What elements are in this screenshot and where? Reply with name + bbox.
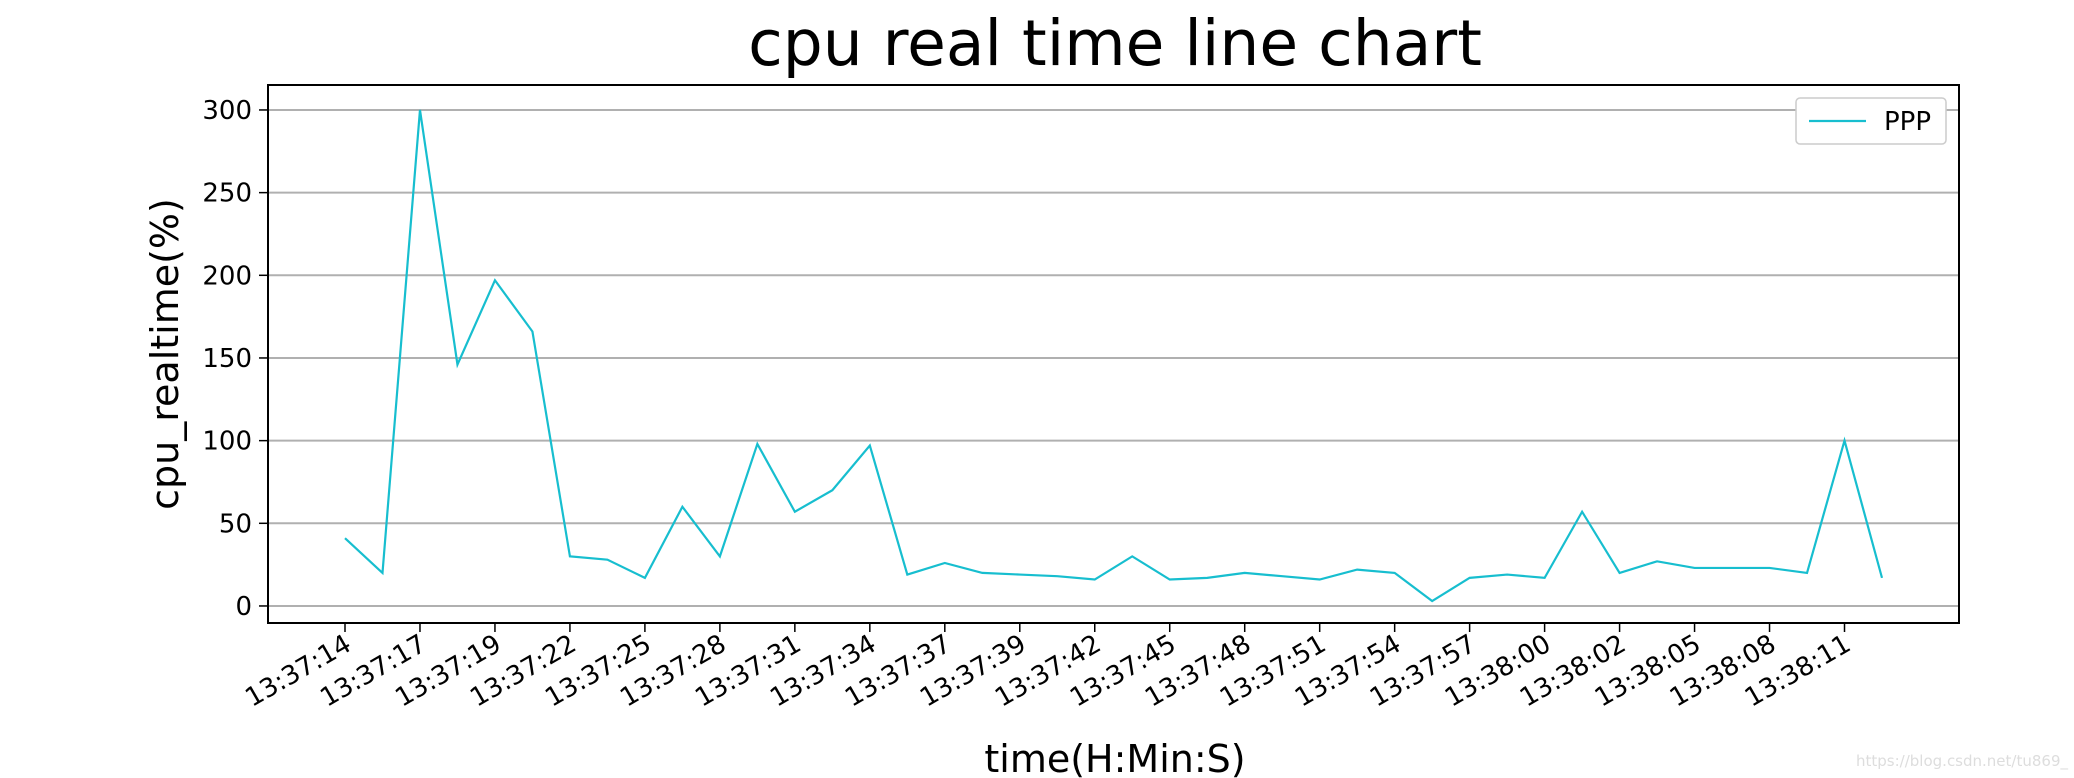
y-tick-label: 200 [202, 261, 252, 291]
legend-label: PPP [1884, 107, 1931, 137]
line-series [344, 109, 1884, 603]
y-axis-label: cpu_realtime(%) [143, 198, 187, 510]
watermark: https://blog.csdn.net/tu869_ [1856, 752, 2068, 771]
y-tick-label: 250 [202, 179, 252, 209]
y-tick-label: 300 [202, 96, 252, 126]
y-tick-label: 150 [202, 344, 252, 374]
y-tick-label: 100 [202, 427, 252, 457]
x-axis-label: time(H:Min:S) [984, 737, 1245, 778]
y-tick-label: 0 [235, 592, 252, 622]
plot-frame [267, 84, 1960, 624]
y-tick-label: 50 [219, 509, 252, 539]
chart-title: cpu real time line chart [748, 7, 1482, 80]
legend-box [1795, 97, 1947, 145]
